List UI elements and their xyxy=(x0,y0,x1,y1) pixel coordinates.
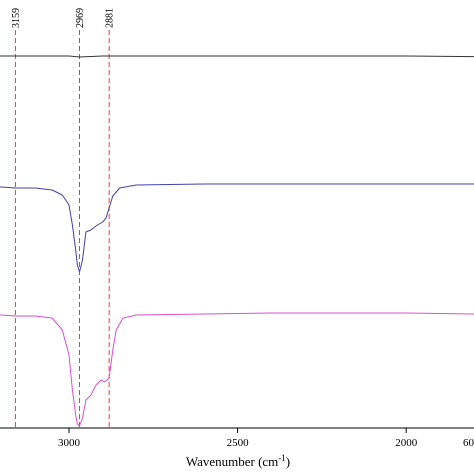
peak-labels: 315929692881159914791380132011161060875 xyxy=(11,8,116,28)
spectrum-line-2 xyxy=(0,183,474,273)
x-axis-title-close: ) xyxy=(286,454,290,469)
x-tick-labels: 3000250020001500100060 xyxy=(58,437,474,449)
peak-label: 2969 xyxy=(75,8,86,28)
x-tick-label: 60 xyxy=(463,437,474,449)
x-tick-label: 2000 xyxy=(395,437,418,449)
spectrum-line-1 xyxy=(0,55,474,58)
x-axis-title-main: Wavenumber (cm xyxy=(186,454,278,469)
x-axis-title: Wavenumber (cm-1) xyxy=(186,453,290,469)
x-tick-label: 2500 xyxy=(227,437,250,449)
x-axis-ticks xyxy=(68,428,407,433)
x-tick-label: 3000 xyxy=(58,437,81,449)
spectrum-line-3 xyxy=(0,312,474,427)
peak-label: 3159 xyxy=(11,8,22,28)
peak-label: 2881 xyxy=(105,8,116,28)
x-axis-title-sup: -1 xyxy=(278,453,286,463)
spectrum-lines xyxy=(0,55,474,427)
reference-lines xyxy=(14,30,110,428)
